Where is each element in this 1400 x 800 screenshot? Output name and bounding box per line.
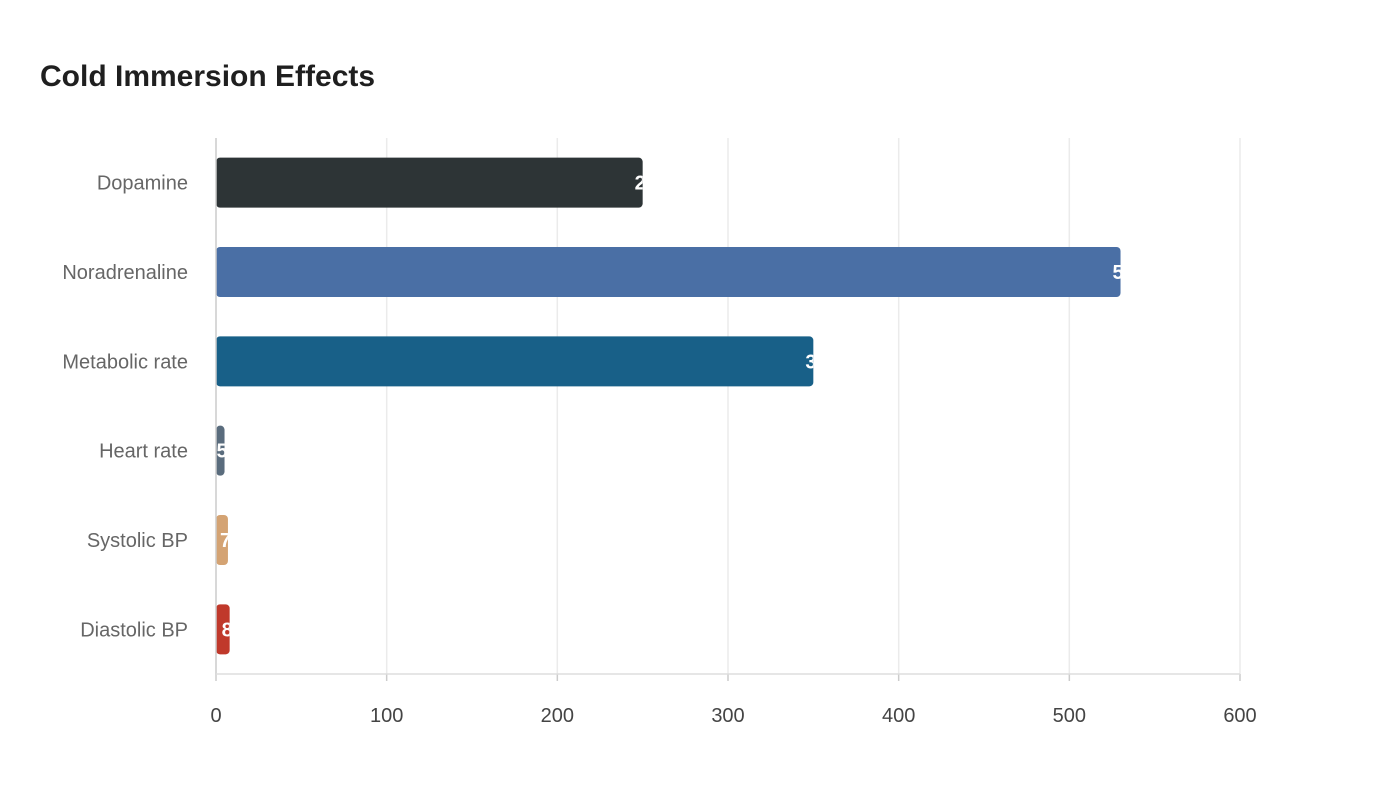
category-label-diastolic-bp: Diastolic BP: [80, 619, 188, 641]
x-tick-label-600: 600: [1223, 705, 1256, 727]
bars: 250 530 350 5 7 8: [216, 157, 1146, 655]
category-label-noradrenaline: Noradrenaline: [62, 262, 188, 284]
category-label-systolic-bp: Systolic BP: [87, 530, 188, 552]
x-tick-label-300: 300: [711, 705, 744, 727]
data-label-metabolic-rate: 350: [805, 351, 838, 373]
bar-diastolic-bp: [216, 604, 230, 655]
axes: [215, 138, 1241, 681]
bar-heart-rate: [216, 425, 225, 476]
bar-noradrenaline: [216, 246, 1121, 298]
category-label-heart-rate: Heart rate: [99, 441, 188, 463]
data-label-diastolic-bp: 8: [222, 619, 233, 641]
category-label-dopamine: Dopamine: [97, 173, 188, 195]
bar-systolic-bp: [216, 514, 228, 566]
category-labels: Dopamine Noradrenaline Metabolic rate Heart…: [62, 173, 188, 642]
x-tick-label-400: 400: [882, 705, 915, 727]
data-label-heart-rate: 5: [217, 441, 228, 463]
x-tick-labels: 0 100 200 300 400 500 600: [210, 705, 1256, 727]
data-label-systolic-bp: 7: [220, 530, 231, 552]
x-tick-label-0: 0: [210, 705, 221, 727]
chart-title: Cold Immersion Effects: [40, 60, 376, 93]
x-tick-label-100: 100: [370, 705, 403, 727]
data-label-noradrenaline: 530: [1113, 262, 1146, 284]
bar-dopamine: [216, 157, 643, 208]
bar-metabolic-rate: [216, 336, 814, 387]
data-label-dopamine: 250: [635, 173, 668, 195]
category-label-metabolic-rate: Metabolic rate: [62, 351, 188, 373]
x-tick-label-200: 200: [541, 705, 574, 727]
grid-lines: [385, 138, 1241, 674]
x-tick-label-500: 500: [1053, 705, 1086, 727]
